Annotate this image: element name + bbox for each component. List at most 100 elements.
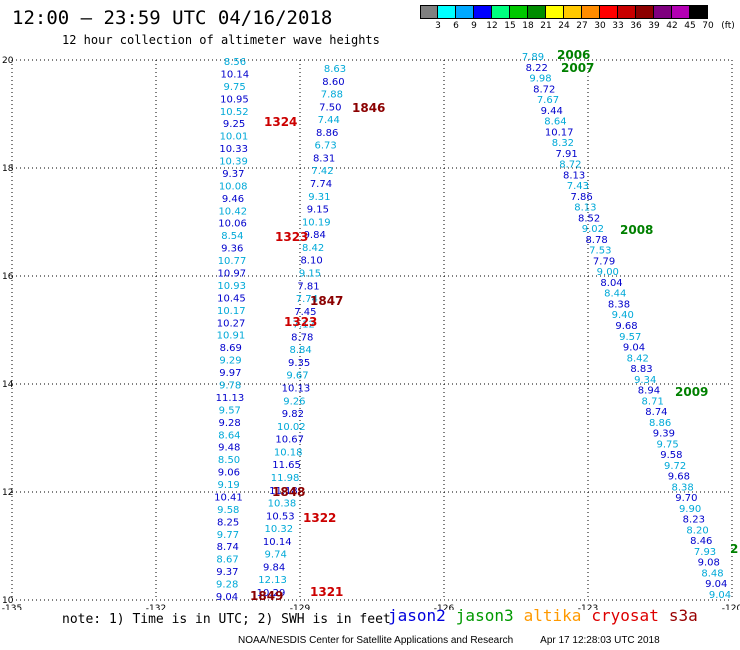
wave-height-value: 8.60 — [322, 77, 344, 88]
wave-height-value: 9.15 — [299, 268, 321, 279]
wave-height-map: 10 12 14 16 18 20 -135 -132 -129 -126 -123 -120 8.5… — [2, 48, 740, 610]
lat-tick-label: 14 — [2, 380, 14, 390]
wave-height-value: 9.00 — [597, 267, 619, 278]
color-scale-label: 6 — [453, 21, 459, 31]
wave-height-value: 8.56 — [224, 57, 246, 68]
pass-time-label: 1321 — [310, 585, 343, 599]
wave-height-value: 10.33 — [219, 144, 248, 155]
wave-height-value: 8.86 — [316, 128, 338, 139]
wave-height-value: 7.67 — [537, 95, 559, 106]
wave-height-value: 10.39 — [219, 157, 248, 168]
map-grid — [11, 59, 733, 601]
wave-height-value: 9.57 — [619, 332, 641, 343]
color-scale-label: 33 — [612, 21, 624, 31]
pass-time-label: 1324 — [264, 115, 297, 129]
timestamp-text: Apr 17 12:28:03 UTC 2018 — [540, 635, 660, 646]
wave-height-value: 10.13 — [282, 384, 311, 395]
color-scale-label: 3 — [435, 21, 441, 31]
wave-height-value: 8.52 — [578, 213, 600, 224]
wave-height-value: 8.42 — [627, 353, 649, 364]
pass-time-label: 2009 — [675, 385, 708, 399]
legend-item-cryosat: cryosat — [591, 606, 659, 625]
color-swatch — [438, 5, 456, 19]
wave-height-value: 9.04 — [709, 590, 731, 601]
wave-height-value: 9.90 — [679, 504, 701, 515]
wave-height-value: 7.86 — [570, 192, 592, 203]
wave-height-value: 7.74 — [296, 294, 318, 305]
wave-height-value: 7.79 — [593, 256, 615, 267]
wave-height-value: 8.64 — [218, 430, 240, 441]
pass-time-label: 1847 — [310, 294, 343, 308]
lon-tick-label: -120 — [722, 604, 740, 610]
color-swatch — [636, 5, 654, 19]
wave-height-value: 7.42 — [311, 166, 333, 177]
wave-height-value: 8.38 — [671, 482, 693, 493]
wave-height-value: 10.52 — [220, 107, 249, 118]
wave-height-value: 10.42 — [218, 206, 247, 217]
wave-height-value: 7.91 — [556, 149, 578, 160]
satellite-legend: jason2 jason3 altika cryosat s3a — [388, 606, 708, 625]
color-swatch — [600, 5, 618, 19]
color-swatch — [582, 5, 600, 19]
wave-height-value: 9.57 — [219, 405, 241, 416]
wave-height-value: 9.28 — [216, 580, 238, 591]
wave-height-value: 9.70 — [675, 493, 697, 504]
color-scale-labels: 3 6 9 12 15 18 21 24 27 30 33 36 39 42 45 70 (ft) — [420, 21, 740, 33]
wave-height-value: 10.95 — [220, 94, 249, 105]
pass-time-label: 1323 — [275, 230, 308, 244]
wave-height-value: 9.98 — [529, 74, 551, 85]
wave-height-value: 9.29 — [219, 356, 241, 367]
wave-height-value: 7.44 — [318, 115, 340, 126]
wave-height-value: 8.69 — [220, 343, 242, 354]
pass-time-label: 1848 — [272, 485, 305, 499]
pass-time-label: 1849 — [250, 589, 283, 603]
wave-height-value: 10.77 — [218, 256, 247, 267]
wave-height-value: 10.01 — [220, 132, 249, 143]
wave-height-value: 9.06 — [218, 468, 240, 479]
wave-height-value: 9.72 — [664, 461, 686, 472]
wave-height-value: 12.13 — [258, 575, 287, 586]
lat-tick-label: 16 — [2, 272, 14, 282]
wave-height-value: 8.10 — [300, 256, 322, 267]
wave-height-value: 10.14 — [220, 69, 249, 80]
lon-tick-label: -132 — [146, 604, 166, 610]
wave-height-value: 7.89 — [522, 52, 544, 63]
wave-height-value: 8.31 — [313, 153, 335, 164]
footnote: note: 1) Time is in UTC; 2) SWH is in fe… — [62, 612, 391, 627]
color-scale-label: 9 — [471, 21, 477, 31]
wave-height-value: 8.83 — [630, 364, 652, 375]
wave-height-value: 10.17 — [217, 306, 246, 317]
wave-height-value: 8.86 — [649, 418, 671, 429]
wave-height-value: 11.98 — [271, 473, 300, 484]
wave-height-value: 8.42 — [302, 243, 324, 254]
legend-item-s3a: s3a — [668, 606, 698, 625]
wave-height-value: 7.45 — [294, 307, 316, 318]
wave-height-value: 9.37 — [216, 567, 238, 578]
wave-height-value: 10.18 — [274, 447, 303, 458]
wave-height-value: 9.67 — [286, 371, 308, 382]
wave-height-value: 11.65 — [272, 460, 301, 471]
wave-height-value: 8.48 — [701, 568, 723, 579]
wave-height-value: 9.26 — [283, 396, 305, 407]
wave-height-value: 10.67 — [275, 435, 304, 446]
wave-height-value: 10.17 — [545, 127, 574, 138]
pass-time-label: 2008 — [620, 223, 653, 237]
wave-height-value: 9.58 — [660, 450, 682, 461]
wave-height-value: 10.45 — [217, 293, 246, 304]
legend-item-jason2: jason2 — [388, 606, 446, 625]
color-scale-label: 12 — [486, 21, 498, 31]
color-swatch — [510, 5, 528, 19]
lon-tick-label: -126 — [434, 604, 455, 610]
wave-height-value: 8.50 — [218, 455, 240, 466]
color-scale-bar — [420, 5, 708, 19]
wave-height-value: 10.02 — [277, 422, 306, 433]
color-scale-label: 30 — [594, 21, 606, 31]
wave-height-value: 9.68 — [668, 472, 690, 483]
pass-time-label: 1322 — [303, 511, 336, 525]
wave-height-value: 8.74 — [645, 407, 667, 418]
wave-height-value: 10.97 — [218, 269, 247, 280]
wave-height-value: 9.37 — [222, 169, 244, 180]
color-scale-label: 42 — [666, 21, 678, 31]
pass-time-label: 1846 — [352, 101, 385, 115]
color-swatch — [690, 5, 708, 19]
